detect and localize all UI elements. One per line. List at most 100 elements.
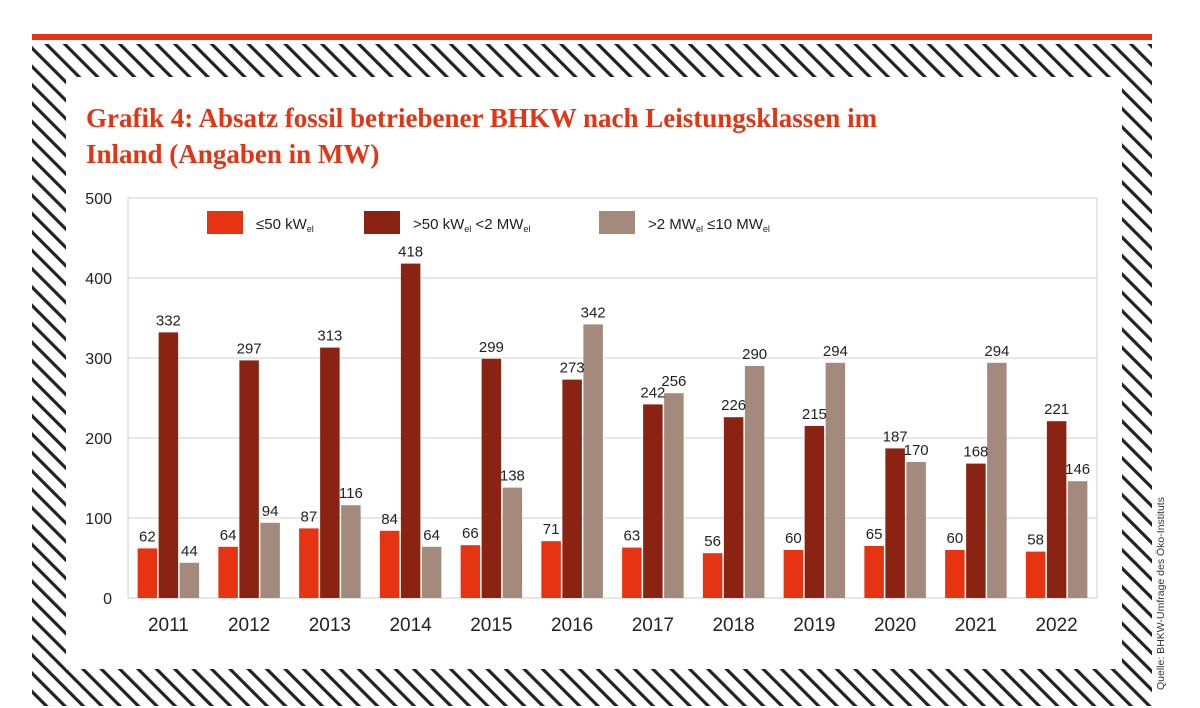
data-labels: 62 332 44 64 297 94 87 313 116 84 418 64 66 299 138 71 2… [139,244,1090,560]
bar-1 [299,528,319,598]
bar-2 [966,463,986,598]
legend-swatch [207,211,243,234]
x-tick-label: 2012 [228,615,270,636]
legend-label: >50 kWel <2 MWel [413,216,530,234]
data-label: 71 [543,521,560,538]
data-label: 62 [139,528,156,545]
bar-1 [945,550,965,598]
plot-area: 0 100 200 300 400 500 62 332 44 64 297 94 87 313 116 8… [85,191,1098,636]
data-label: 256 [661,373,686,390]
bar-1 [379,530,400,598]
data-label: 170 [904,442,929,459]
bar-3 [906,462,926,598]
bar-3 [987,362,1007,598]
x-tick-label: 2020 [874,615,916,636]
bar-3 [664,393,684,598]
data-label: 294 [823,343,848,360]
x-axis: 2011 2012 2013 2014 2015 2016 2017 2018 2019 2020… [148,615,1078,636]
data-label: 332 [156,312,181,329]
x-tick-label: 2022 [1035,615,1077,636]
bar-3 [260,522,280,598]
x-tick-label: 2011 [148,615,189,636]
data-label: 64 [220,527,237,544]
y-tick-label: 500 [85,191,112,208]
x-tick-label: 2017 [632,615,674,636]
bar-1 [783,550,804,598]
data-label: 187 [883,428,908,445]
data-label: 146 [1065,461,1090,478]
gridlines [128,277,1097,519]
bar-3 [341,505,361,598]
data-label: 297 [237,340,262,357]
data-label: 242 [640,384,665,401]
data-label: 60 [785,530,802,547]
bar-2 [1046,421,1067,598]
y-tick-label: 200 [85,431,112,448]
bar-3 [179,562,200,598]
bar-2 [643,404,663,598]
data-label: 273 [560,360,585,377]
bar-1 [864,546,884,598]
source-note: Quelle: BHKW-Umfrage des Öko-Instituts [1155,497,1167,690]
data-label: 299 [479,339,504,356]
data-label: 64 [423,527,440,544]
data-label: 221 [1044,401,1069,418]
data-label: 66 [462,525,479,542]
bar-1 [541,541,561,598]
data-label: 342 [581,304,606,321]
data-label: 294 [984,343,1009,360]
bar-1 [460,545,481,598]
data-label: 56 [704,533,721,550]
bar-1 [137,548,158,598]
bar-2 [158,332,179,598]
data-label: 84 [381,511,398,528]
accent-bar [32,34,1152,40]
bar-2 [400,263,421,598]
data-label: 94 [262,503,279,520]
legend-swatch [364,211,400,234]
data-label: 313 [317,328,342,345]
x-tick-label: 2013 [309,615,351,636]
bar-3 [583,324,603,598]
legend: ≤50 kWel >50 kWel <2 MWel >2 MWel ≤10 MWel [207,211,770,234]
bar-3 [502,487,523,598]
bar-1 [218,546,238,598]
y-tick-label: 0 [103,591,112,608]
data-label: 58 [1027,532,1044,549]
bar-3 [744,366,765,598]
data-label: 138 [500,468,525,485]
chart-title-line2: Inland (Angaben in MW) [86,139,379,169]
data-label: 87 [301,508,318,525]
bar-3 [825,362,846,598]
data-label: 44 [181,543,198,560]
data-label: 418 [398,244,423,261]
y-tick-label: 300 [85,351,112,368]
x-tick-label: 2016 [551,615,593,636]
bars [137,263,1088,598]
plot-border [127,197,1098,599]
bar-1 [702,553,723,598]
data-label: 116 [339,485,363,502]
bar-2 [804,426,825,598]
bar-2 [562,379,582,598]
y-tick-label: 400 [85,271,112,288]
data-label: 226 [721,397,746,414]
y-tick-label: 100 [85,511,112,528]
x-tick-label: 2021 [955,615,997,636]
bar-2 [239,360,259,598]
x-tick-label: 2014 [389,615,432,636]
bar-2 [481,358,502,598]
bar-3 [421,546,442,598]
bar-1 [622,547,642,598]
x-tick-label: 2018 [712,615,754,636]
bar-1 [1025,551,1046,598]
x-tick-label: 2015 [470,615,512,636]
bar-3 [1067,481,1088,598]
data-label: 168 [963,444,988,461]
data-label: 290 [742,346,767,363]
legend-label: >2 MWel ≤10 MWel [648,216,770,234]
data-label: 65 [866,526,883,543]
y-axis: 0 100 200 300 400 500 [85,191,112,608]
bar-2 [885,448,905,598]
